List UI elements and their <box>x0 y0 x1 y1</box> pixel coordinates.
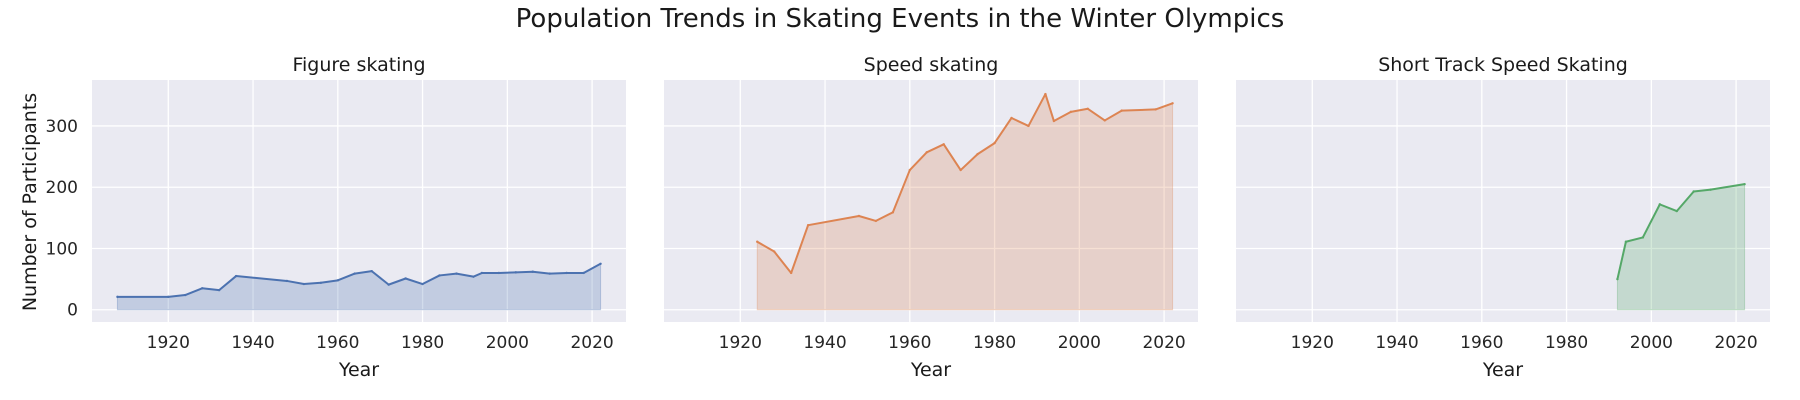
panel-1-plot-area <box>92 80 626 322</box>
panel-2-data-point <box>789 271 793 275</box>
panel-1-data-point <box>404 277 407 280</box>
y-tick-label: 200 <box>46 178 78 198</box>
panel-2-data-point <box>1027 124 1030 128</box>
panel-1-x-tick-label: 2000 <box>486 333 529 353</box>
panel-3: 1920 1940 1960 1980 2000 2020 Short Track Spee… <box>1236 54 1770 381</box>
panel-2-data-point <box>891 211 895 214</box>
panel-2-x-tick-label: 2020 <box>1142 333 1185 353</box>
panel-2-x-tick-label: 1920 <box>719 333 762 353</box>
panel-2-data-point <box>959 168 962 172</box>
y-axis-label: Number of Participants <box>19 93 41 311</box>
panel-2-data-point <box>908 168 912 172</box>
panel-1-x-tick-label: 2020 <box>570 333 613 353</box>
panel-1-x-axis-label: Year <box>338 359 379 381</box>
panel-3-data-point <box>1675 209 1678 213</box>
panel-1-data-point <box>421 282 424 286</box>
panel-2-data-point <box>1052 119 1056 123</box>
panel-3-x-tick-label: 1920 <box>1291 333 1334 353</box>
panel-3-x-tick-label: 1960 <box>1460 333 1503 353</box>
panel-2-data-point <box>772 250 776 253</box>
panel-2-data-point <box>806 224 810 227</box>
panel-1-data-point <box>472 275 475 278</box>
panel-1-data-point <box>353 272 356 275</box>
panel-1-data-point <box>480 271 484 275</box>
panel-2-x-tick-label: 1960 <box>888 333 931 353</box>
panel-3-data-point <box>1709 188 1712 191</box>
panel-1-series-line <box>117 262 602 298</box>
panel-3-x-axis-label: Year <box>1482 359 1523 381</box>
panel-1-title: Figure skating <box>292 54 425 76</box>
panel-1-data-point <box>582 271 585 275</box>
panel-3-x-tick-label: 1980 <box>1545 333 1588 353</box>
panel-2-x-tick-label: 1980 <box>973 333 1016 353</box>
panel-1-x-tick-label: 1920 <box>147 333 190 353</box>
panel-2-data-point <box>857 214 861 218</box>
panel-3-plot-area <box>1236 80 1770 322</box>
panel-3-data-point <box>1692 190 1695 193</box>
panel-1-data-point <box>548 272 551 275</box>
y-tick-label: 300 <box>46 117 78 137</box>
panel-1-data-point <box>497 271 501 275</box>
panel-3-title: Short Track Speed Skating <box>1378 54 1628 76</box>
panel-2-data-point <box>756 240 759 243</box>
panel-1-data-point <box>599 262 602 265</box>
panel-3-data-point <box>1658 203 1662 206</box>
panel-1-data-point <box>438 274 441 277</box>
panel-2: 1920 1940 1960 1980 2000 2020 Speed skating Yea… <box>664 54 1198 381</box>
panel-1-data-point <box>387 283 390 286</box>
panel-3-data-point <box>1743 182 1746 186</box>
panel-1-data-point <box>514 271 518 274</box>
panel-1-data-point <box>319 281 323 284</box>
panel-2-data-point <box>1069 110 1073 114</box>
panel-2-x-tick-label: 1940 <box>803 333 846 353</box>
panel-2-data-point <box>976 152 979 156</box>
panel-1-data-point <box>370 269 373 273</box>
y-tick-label: 100 <box>46 239 78 259</box>
panel-3-x-tick-label: 2000 <box>1630 333 1673 353</box>
panel-2-data-point <box>993 141 996 145</box>
panel-1-data-point <box>217 288 221 292</box>
panel-1-data-point <box>531 270 534 273</box>
panel-3-data-point <box>1624 240 1628 243</box>
panel-3-data-point <box>1616 277 1619 281</box>
panel-3-data-point <box>1641 236 1645 239</box>
panel-1: 1920 1940 1960 1980 2000 2020 0 100 200 300 Figure… <box>46 54 626 381</box>
panel-1-data-point <box>302 282 306 286</box>
panel-1-x-tick-label: 1980 <box>401 333 444 353</box>
panel-2-data-point <box>1120 109 1123 112</box>
panel-2-data-point <box>1010 116 1013 120</box>
panel-1-x-tick-label: 1960 <box>316 333 359 353</box>
panel-1-data-point <box>455 272 458 275</box>
panel-2-plot-area <box>664 80 1198 322</box>
panel-2-data-point <box>1044 92 1047 96</box>
panel-3-series-line <box>1616 183 1745 280</box>
panel-1-data-point <box>200 287 204 290</box>
panel-2-data-point <box>1171 102 1174 105</box>
panel-2-data-point <box>1154 108 1157 111</box>
panel-2-x-axis-label: Year <box>910 359 951 381</box>
panel-1-data-point <box>167 295 170 299</box>
y-tick-label: 0 <box>67 301 78 321</box>
panel-3-x-tick-label: 1940 <box>1375 333 1418 353</box>
panel-1-data-point <box>285 279 289 283</box>
panel-1-data-point <box>234 274 238 278</box>
panel-1-x-tick-label: 1940 <box>231 333 274 353</box>
panel-1-data-point <box>116 295 119 299</box>
panel-2-data-point <box>1103 119 1106 122</box>
panel-1-data-point <box>565 271 568 275</box>
panel-2-x-tick-label: 2000 <box>1058 333 1101 353</box>
panel-3-x-tick-label: 2020 <box>1714 333 1757 353</box>
chart-title: Population Trends in Skating Events in t… <box>516 4 1285 34</box>
panel-2-title: Speed skating <box>864 54 999 76</box>
panel-2-data-point <box>925 151 928 154</box>
panel-2-data-point <box>874 219 878 223</box>
panels-layer: 1920 1940 1960 1980 2000 2020 0 100 200 300 Figure… <box>46 54 1770 381</box>
panel-1-data-point <box>336 279 340 282</box>
panel-1-data-point <box>184 293 187 297</box>
panel-2-data-point <box>1086 107 1090 110</box>
panel-2-data-point <box>942 143 945 146</box>
